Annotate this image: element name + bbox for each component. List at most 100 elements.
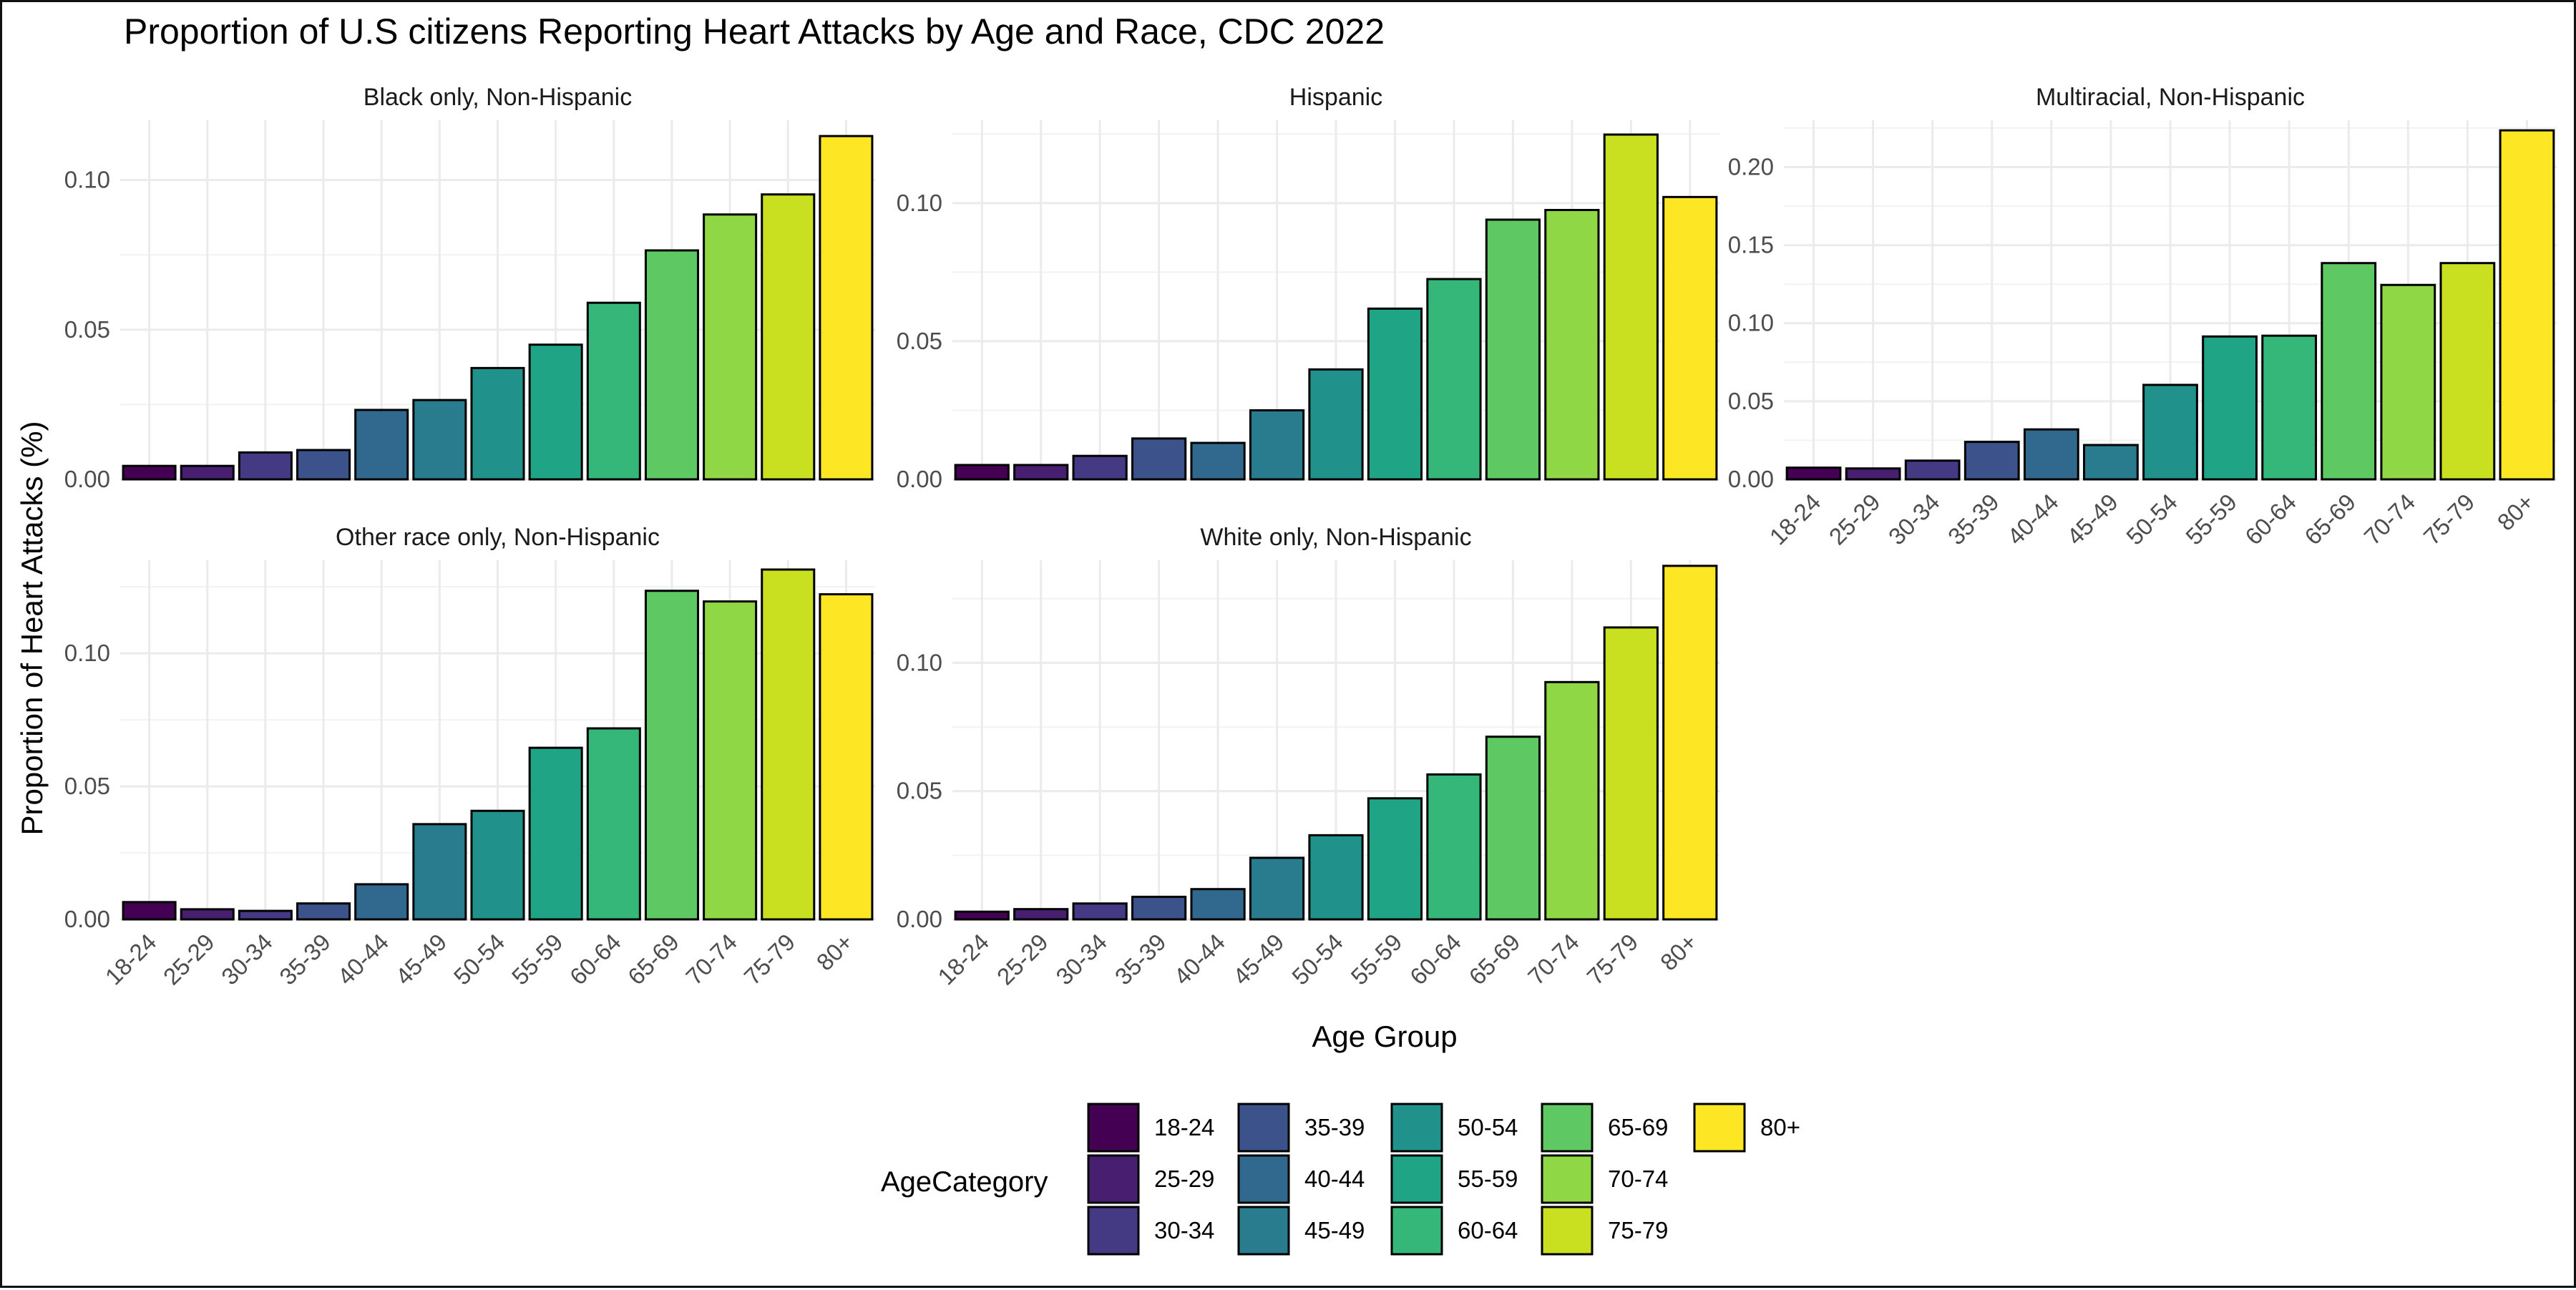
bar-30-34 xyxy=(238,909,293,921)
facet-panel: Hispanic 0.00 0.05 0.10 xyxy=(897,84,1719,492)
bar-18-24 xyxy=(954,910,1010,921)
legend-label: 75-79 xyxy=(1608,1217,1668,1243)
bar-25-29 xyxy=(1013,464,1069,481)
bar-40-44 xyxy=(354,409,409,481)
chart-title: Proportion of U.S citizens Reporting Hea… xyxy=(124,11,1385,52)
bar-65-69 xyxy=(644,590,699,921)
x-tick-label: 75-79 xyxy=(2418,489,2479,550)
bar-60-64 xyxy=(2261,334,2318,481)
legend-label: 25-29 xyxy=(1154,1166,1214,1192)
y-tick-label: 0.05 xyxy=(64,773,110,799)
bar-35-39 xyxy=(296,902,351,921)
legend-swatch-18-24 xyxy=(1087,1103,1140,1153)
x-tick-label: 45-49 xyxy=(390,929,452,990)
x-tick-label: 60-64 xyxy=(2240,489,2301,550)
legend-swatch-50-54 xyxy=(1390,1103,1443,1153)
y-tick-label: 0.05 xyxy=(64,316,110,343)
bar-50-54 xyxy=(1308,834,1364,921)
x-tick-label: 65-69 xyxy=(1463,929,1525,990)
legend-swatch-40-44 xyxy=(1237,1154,1290,1204)
y-tick-label: 0.00 xyxy=(897,466,942,492)
x-tick-label: 45-49 xyxy=(2062,489,2123,550)
bar-70-74 xyxy=(703,213,758,481)
bar-55-59 xyxy=(1367,797,1423,921)
bar-80+ xyxy=(1662,565,1718,921)
y-tick-label: 0.00 xyxy=(64,906,110,932)
bar-18-24 xyxy=(122,464,177,481)
bar-70-74 xyxy=(703,600,758,921)
legend-swatch-65-69 xyxy=(1541,1103,1594,1153)
bar-40-44 xyxy=(2023,428,2079,481)
facet-panel: Other race only, Non-Hispanic 0.00 0.05 0.1… xyxy=(64,524,875,990)
bar-40-44 xyxy=(1190,888,1246,921)
bar-70-74 xyxy=(2380,283,2436,481)
bar-35-39 xyxy=(296,449,351,481)
legend-swatch-70-74 xyxy=(1541,1154,1594,1204)
bar-75-79 xyxy=(1603,626,1659,921)
legend-swatch-80+ xyxy=(1693,1103,1746,1153)
bar-60-64 xyxy=(586,301,641,481)
y-tick-label: 0.10 xyxy=(897,649,942,675)
legend-label: 65-69 xyxy=(1608,1114,1668,1140)
legend-label: 35-39 xyxy=(1304,1114,1365,1140)
bar-50-54 xyxy=(2142,383,2198,481)
y-tick-label: 0.10 xyxy=(64,167,110,193)
facet-panel: Multiracial, Non-Hispanic 0.00 0.05 0.10 0.1… xyxy=(1728,84,2557,550)
legend-label: 50-54 xyxy=(1458,1114,1518,1140)
x-tick-label: 30-34 xyxy=(1883,489,1945,550)
legend-swatch-55-59 xyxy=(1390,1154,1443,1204)
bar-40-44 xyxy=(1190,441,1246,481)
bar-45-49 xyxy=(1249,856,1305,921)
x-tick-label: 18-24 xyxy=(100,929,162,990)
bar-30-34 xyxy=(1072,902,1128,921)
bar-75-79 xyxy=(761,193,816,481)
legend-label: 55-59 xyxy=(1458,1166,1518,1192)
facet-panel: White only, Non-Hispanic 0.00 0.05 0.10 18-2… xyxy=(897,524,1719,990)
y-tick-label: 0.00 xyxy=(897,906,942,932)
x-tick-label: 30-34 xyxy=(1050,929,1112,990)
x-tick-label: 65-69 xyxy=(2299,489,2361,550)
y-tick-label: 0.10 xyxy=(897,190,942,216)
x-tick-label: 40-44 xyxy=(2002,489,2064,550)
x-tick-label: 30-34 xyxy=(216,929,278,990)
y-tick-label: 0.20 xyxy=(1728,153,1774,180)
legend-label: 80+ xyxy=(1760,1114,1800,1140)
bar-55-59 xyxy=(528,343,583,481)
bar-80+ xyxy=(819,135,874,481)
bar-80+ xyxy=(1662,195,1718,481)
x-tick-label: 75-79 xyxy=(738,929,800,990)
bar-55-59 xyxy=(2202,335,2258,481)
x-axis-title: Age Group xyxy=(1312,1020,1457,1053)
legend-label: 60-64 xyxy=(1458,1217,1518,1243)
x-tick-label: 40-44 xyxy=(332,929,394,990)
bar-60-64 xyxy=(586,727,641,921)
x-tick-label: 35-39 xyxy=(274,929,336,990)
bar-50-54 xyxy=(470,366,525,481)
y-tick-label: 0.05 xyxy=(897,778,942,804)
x-tick-label: 55-59 xyxy=(2180,489,2242,550)
bar-45-49 xyxy=(412,823,467,921)
bar-25-29 xyxy=(1013,908,1069,921)
legend-swatch-45-49 xyxy=(1237,1206,1290,1256)
x-tick-label: 55-59 xyxy=(507,929,568,990)
bar-55-59 xyxy=(1367,307,1423,481)
bar-35-39 xyxy=(1963,441,2020,481)
x-tick-label: 70-74 xyxy=(680,929,742,990)
legend-label: 30-34 xyxy=(1154,1217,1214,1243)
bar-65-69 xyxy=(1485,218,1541,481)
bar-60-64 xyxy=(1426,773,1482,921)
facet-strip-label: Other race only, Non-Hispanic xyxy=(336,524,660,551)
legend: AgeCategory 18-24 25-29 30-34 35-39 40-44 45-… xyxy=(881,1103,1800,1256)
x-tick-label: 25-29 xyxy=(158,929,220,990)
bar-25-29 xyxy=(1845,467,1901,481)
bar-65-69 xyxy=(2321,262,2377,481)
x-tick-label: 60-64 xyxy=(1405,929,1466,990)
x-tick-label: 55-59 xyxy=(1346,929,1407,990)
bar-65-69 xyxy=(1485,736,1541,921)
bar-70-74 xyxy=(1544,680,1600,921)
y-tick-label: 0.15 xyxy=(1728,232,1774,258)
bar-75-79 xyxy=(1603,133,1659,481)
x-tick-label: 50-54 xyxy=(449,929,510,990)
legend-swatch-30-34 xyxy=(1087,1206,1140,1256)
x-tick-label: 50-54 xyxy=(1287,929,1348,990)
